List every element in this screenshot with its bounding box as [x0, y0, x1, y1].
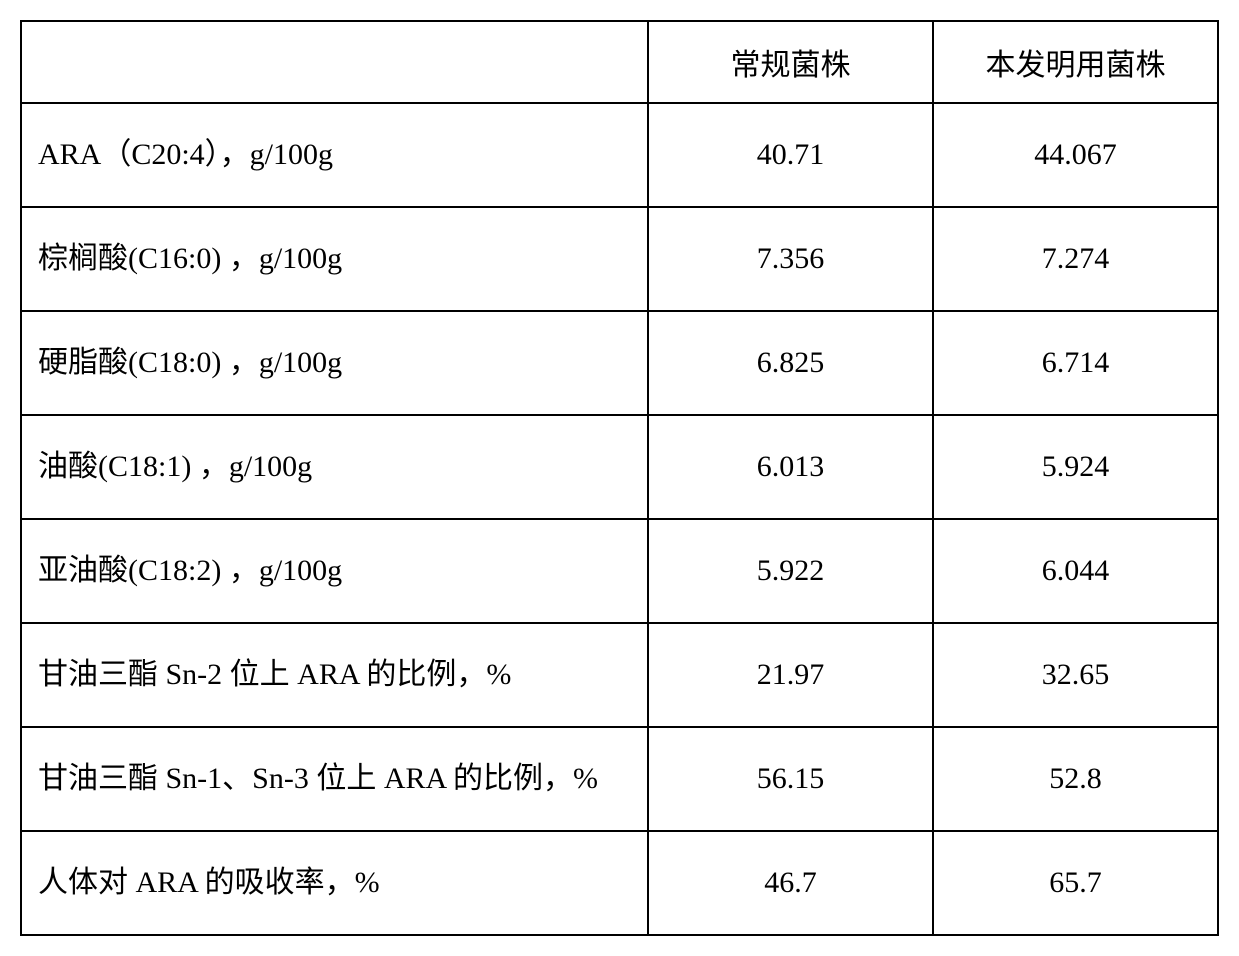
row-val1: 7.356	[648, 207, 933, 311]
row-label: 甘油三酯 Sn-2 位上 ARA 的比例，%	[21, 623, 648, 727]
table-row: 甘油三酯 Sn-1、Sn-3 位上 ARA 的比例，% 56.15 52.8	[21, 727, 1218, 831]
row-val1: 46.7	[648, 831, 933, 935]
row-label: 棕榈酸(C16:0) ，g/100g	[21, 207, 648, 311]
table-row: 亚油酸(C18:2) ，g/100g 5.922 6.044	[21, 519, 1218, 623]
table-row: 油酸(C18:1) ，g/100g 6.013 5.924	[21, 415, 1218, 519]
table-row: 棕榈酸(C16:0) ，g/100g 7.356 7.274	[21, 207, 1218, 311]
row-label: 亚油酸(C18:2) ，g/100g	[21, 519, 648, 623]
row-val2: 65.7	[933, 831, 1218, 935]
row-val1: 6.825	[648, 311, 933, 415]
row-val2: 6.714	[933, 311, 1218, 415]
data-table-container: 常规菌株 本发明用菌株 ARA（C20:4），g/100g 40.71 44.0…	[20, 20, 1219, 936]
table-row: ARA（C20:4），g/100g 40.71 44.067	[21, 103, 1218, 207]
header-invention-strain: 本发明用菌株	[933, 21, 1218, 103]
row-label: 硬脂酸(C18:0) ，g/100g	[21, 311, 648, 415]
row-val1: 21.97	[648, 623, 933, 727]
row-label: 甘油三酯 Sn-1、Sn-3 位上 ARA 的比例，%	[21, 727, 648, 831]
table-body: ARA（C20:4），g/100g 40.71 44.067 棕榈酸(C16:0…	[21, 103, 1218, 935]
fatty-acid-comparison-table: 常规菌株 本发明用菌株 ARA（C20:4），g/100g 40.71 44.0…	[20, 20, 1219, 936]
row-val2: 32.65	[933, 623, 1218, 727]
table-row: 甘油三酯 Sn-2 位上 ARA 的比例，% 21.97 32.65	[21, 623, 1218, 727]
header-conventional-strain: 常规菌株	[648, 21, 933, 103]
row-val2: 7.274	[933, 207, 1218, 311]
table-header-row: 常规菌株 本发明用菌株	[21, 21, 1218, 103]
row-val2: 6.044	[933, 519, 1218, 623]
row-label: ARA（C20:4），g/100g	[21, 103, 648, 207]
row-val1: 56.15	[648, 727, 933, 831]
table-row: 人体对 ARA 的吸收率，% 46.7 65.7	[21, 831, 1218, 935]
row-val1: 5.922	[648, 519, 933, 623]
row-val1: 40.71	[648, 103, 933, 207]
table-row: 硬脂酸(C18:0) ，g/100g 6.825 6.714	[21, 311, 1218, 415]
row-val2: 52.8	[933, 727, 1218, 831]
row-val2: 5.924	[933, 415, 1218, 519]
row-label: 人体对 ARA 的吸收率，%	[21, 831, 648, 935]
row-label: 油酸(C18:1) ，g/100g	[21, 415, 648, 519]
row-val2: 44.067	[933, 103, 1218, 207]
header-empty	[21, 21, 648, 103]
row-val1: 6.013	[648, 415, 933, 519]
